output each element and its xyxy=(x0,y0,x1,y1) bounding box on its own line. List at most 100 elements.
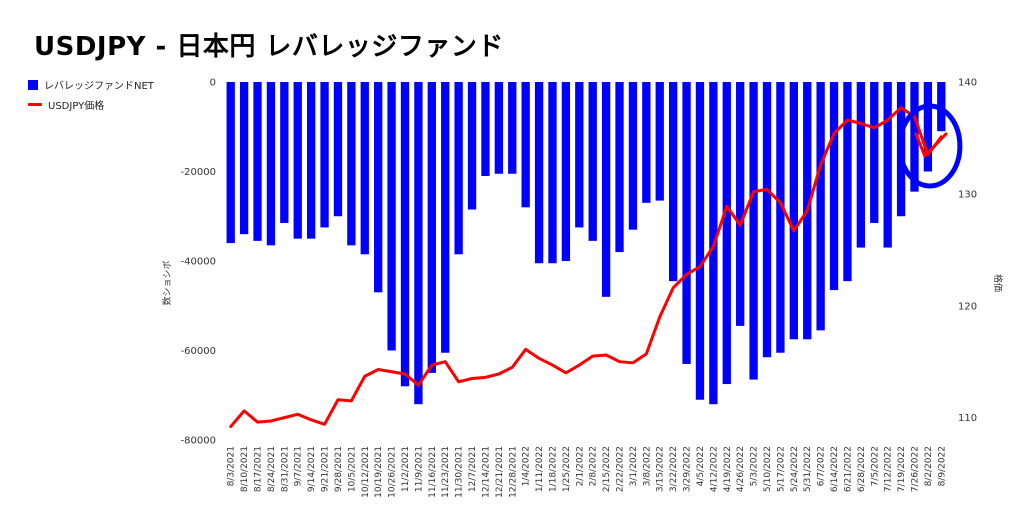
bar xyxy=(870,82,879,223)
x-tick-label: 3/8/2022 xyxy=(642,446,652,486)
line-series xyxy=(229,106,943,429)
x-tick-label: 6/21/2022 xyxy=(843,446,853,492)
bar xyxy=(534,82,544,264)
bar xyxy=(642,82,651,203)
x-tick-label: 11/16/2021 xyxy=(428,446,438,498)
x-tick-label: 8/9/2022 xyxy=(937,446,947,486)
x-tick-label: 12/28/2021 xyxy=(508,446,518,498)
bar xyxy=(655,82,664,201)
left-tick-label: 0 xyxy=(210,78,216,89)
right-tick-label: 110 xyxy=(958,413,977,424)
bar xyxy=(816,82,825,331)
right-tick-label: 130 xyxy=(958,189,977,200)
x-tick-label: 8/3/2021 xyxy=(227,446,237,486)
bar xyxy=(253,82,262,241)
x-tick-label: 2/22/2022 xyxy=(616,446,626,492)
x-tick-label: 12/21/2021 xyxy=(495,446,505,498)
bar xyxy=(374,82,383,293)
bar xyxy=(722,82,731,385)
legend-swatch-line xyxy=(28,103,42,106)
bar xyxy=(695,82,705,400)
x-tick-label: 6/7/2022 xyxy=(817,446,827,486)
x-tick-label: 4/5/2022 xyxy=(696,446,706,486)
bar xyxy=(682,82,691,364)
x-tick-label: 9/28/2021 xyxy=(334,446,344,492)
x-tick-label: 1/4/2022 xyxy=(522,446,532,486)
x-tick-label: 12/14/2021 xyxy=(481,446,491,498)
x-tick-label: 8/10/2021 xyxy=(240,446,250,492)
x-tick-label: 9/14/2021 xyxy=(307,446,317,492)
highlight-annotation xyxy=(897,103,963,189)
x-tick-label: 6/28/2022 xyxy=(857,446,867,492)
legend-entry-price[interactable]: USDJPY価格 xyxy=(28,97,104,112)
left-tick-label: -60000 xyxy=(181,346,216,357)
right-tick-label: 140 xyxy=(958,78,977,89)
bar xyxy=(467,82,477,210)
left-axis-title: 数ショシボ xyxy=(161,260,173,305)
bar xyxy=(414,82,423,405)
x-tick-label: 10/19/2021 xyxy=(374,446,384,498)
highlight-ellipse xyxy=(897,103,963,189)
bar xyxy=(266,82,276,246)
x-tick-label: 5/17/2022 xyxy=(776,446,786,492)
legend-label-net: レバレッジファンドNET xyxy=(44,81,154,92)
x-tick-label: 5/24/2022 xyxy=(790,446,800,492)
highlight-mark xyxy=(914,132,948,158)
bar xyxy=(226,82,235,244)
x-tick-label: 11/2/2021 xyxy=(401,446,411,492)
bar xyxy=(749,82,758,380)
left-tick-label: -20000 xyxy=(181,167,216,178)
bar xyxy=(856,82,866,248)
bar xyxy=(521,82,530,208)
x-tick-label: 8/31/2021 xyxy=(280,446,290,492)
x-tick-label: 1/18/2022 xyxy=(548,446,558,492)
right-axis-ticks: 140 130 120 110 xyxy=(958,78,977,425)
legend-entry-net[interactable]: レバレッジファンドNET xyxy=(28,77,154,92)
bar xyxy=(454,82,463,255)
x-tick-label: 8/17/2021 xyxy=(254,446,264,492)
bar xyxy=(736,82,745,326)
x-tick-label: 10/5/2021 xyxy=(347,446,357,492)
x-tick-label: 9/21/2021 xyxy=(321,446,331,492)
bar xyxy=(387,82,396,351)
left-tick-label: -40000 xyxy=(181,257,216,268)
left-tick-label: -80000 xyxy=(181,436,216,447)
x-tick-label: 2/15/2022 xyxy=(602,446,612,492)
bar xyxy=(508,82,517,174)
bar xyxy=(347,82,356,246)
x-tick-label: 1/11/2022 xyxy=(535,446,545,492)
x-tick-label: 11/9/2021 xyxy=(414,446,424,492)
bar xyxy=(615,82,624,253)
x-tick-label: 10/12/2021 xyxy=(361,446,371,498)
bar xyxy=(789,82,798,340)
bar xyxy=(575,82,584,228)
x-tick-label: 1/25/2022 xyxy=(562,446,572,492)
bar xyxy=(923,82,933,172)
x-tick-label: 8/24/2021 xyxy=(267,446,277,492)
bar xyxy=(400,82,410,387)
x-tick-label: 11/30/2021 xyxy=(455,446,465,498)
x-tick-label: 7/26/2022 xyxy=(910,446,920,492)
bar xyxy=(494,82,504,174)
bar xyxy=(668,82,678,282)
x-tick-label: 5/3/2022 xyxy=(750,446,760,486)
bar xyxy=(601,82,611,297)
x-axis-ticks: 8/3/2021 8/10/2021 8/17/2021 8/24/2021 8/31/… xyxy=(227,446,948,498)
bar xyxy=(762,82,772,358)
x-tick-label: 12/7/2021 xyxy=(468,446,478,492)
x-tick-label: 2/1/2022 xyxy=(575,446,585,486)
bar xyxy=(776,82,785,353)
bar xyxy=(333,82,343,217)
bar xyxy=(910,82,919,192)
bar xyxy=(320,82,329,228)
price-line xyxy=(229,106,943,429)
bar xyxy=(293,82,302,239)
x-tick-label: 3/22/2022 xyxy=(669,446,679,492)
x-tick-label: 9/7/2021 xyxy=(294,446,304,486)
bar xyxy=(427,82,436,373)
x-tick-label: 2/8/2022 xyxy=(589,446,599,486)
legend-swatch-bar xyxy=(28,79,38,90)
x-tick-label: 5/31/2022 xyxy=(803,446,813,492)
bar xyxy=(441,82,450,353)
